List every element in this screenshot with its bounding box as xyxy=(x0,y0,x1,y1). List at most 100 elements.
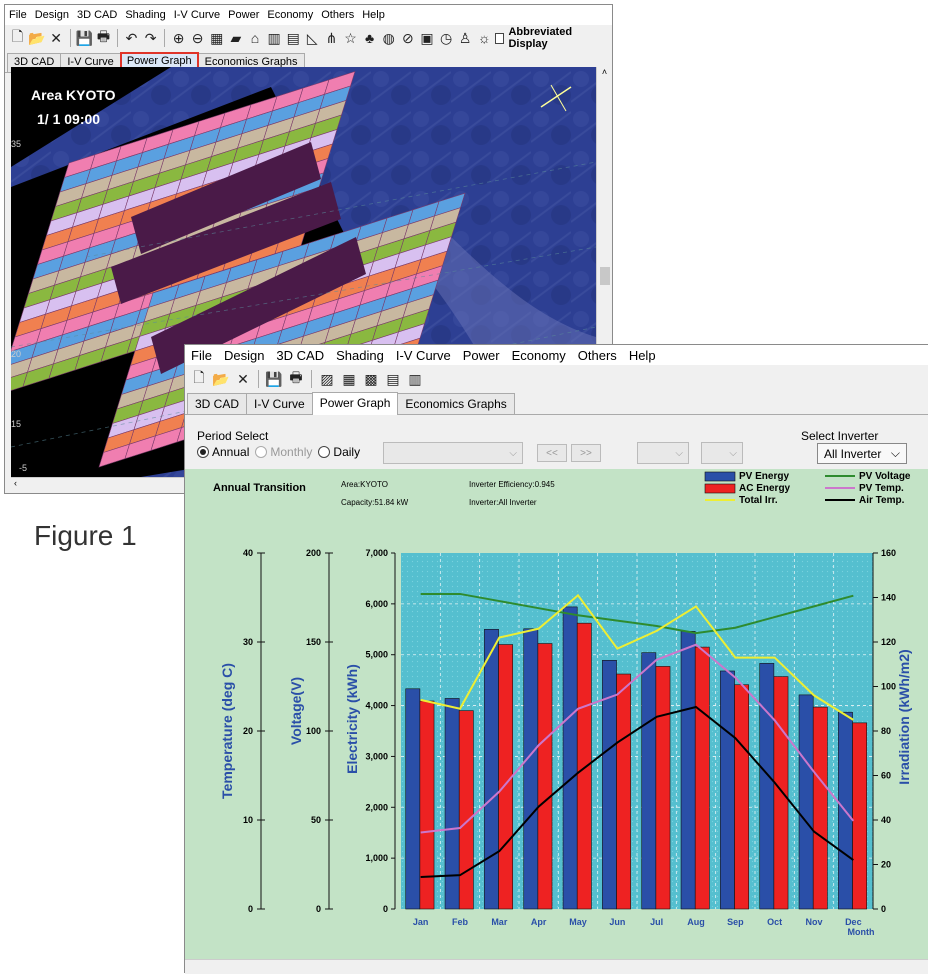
electricity-tick-label: 5,000 xyxy=(365,650,388,660)
chart-icon[interactable]: ▩ xyxy=(364,370,378,387)
status-bar xyxy=(185,959,928,974)
period-controls: Period Select Annual Monthly Daily ⌵ << … xyxy=(185,425,928,465)
electricity-tick-label: 3,000 xyxy=(365,751,388,761)
roof-icon[interactable]: ▰ xyxy=(230,29,242,46)
inverter-select[interactable]: All Inverter ⌵ xyxy=(817,443,907,464)
irradiation-tick-label: 0 xyxy=(881,904,886,914)
print-icon[interactable]: 🖶 xyxy=(96,28,111,44)
menu-item-others[interactable]: Others xyxy=(577,347,617,363)
menu-item-3d-cad[interactable]: 3D CAD xyxy=(76,9,118,21)
tab-strip: 3D CAD I-V Curve Power Graph Economics Grap… xyxy=(185,392,928,415)
radio-annual[interactable]: Annual xyxy=(197,445,249,459)
abbreviated-display-checkbox[interactable]: Abbreviated Display xyxy=(494,26,608,50)
menu-item-file[interactable]: File xyxy=(9,9,27,21)
close-icon[interactable]: ✕ xyxy=(237,370,249,387)
menu-item-power[interactable]: Power xyxy=(228,9,260,21)
menu-item-i-v-curve[interactable]: I-V Curve xyxy=(395,347,451,363)
close-icon[interactable]: ✕ xyxy=(50,29,62,46)
sun-icon[interactable]: ☼ xyxy=(477,30,491,46)
menu-item-economy[interactable]: Economy xyxy=(511,347,566,363)
bar-pv-energy xyxy=(523,628,539,910)
voltage-tick-label: 100 xyxy=(306,726,321,736)
area-label: Area KYOTO xyxy=(31,87,116,103)
voltage-axis-title: Voltage(V) xyxy=(288,677,304,745)
list-icon[interactable]: ▥ xyxy=(408,370,422,387)
clock-icon[interactable]: ◷ xyxy=(439,29,453,46)
tab-power-graph[interactable]: Power Graph xyxy=(311,392,399,415)
radio-dot[interactable] xyxy=(318,446,331,458)
building-icon[interactable]: ⌂ xyxy=(250,30,260,46)
angle-icon[interactable]: ◺ xyxy=(306,29,318,46)
save-icon[interactable]: 💾 xyxy=(75,29,93,46)
tree-icon[interactable]: ♣ xyxy=(365,30,375,46)
line-total-irr- xyxy=(420,593,854,721)
electricity-tick-label: 6,000 xyxy=(365,599,388,609)
house-icon[interactable]: ▥ xyxy=(267,29,281,46)
toolbar-separator xyxy=(69,29,71,47)
tab-i-v-curve[interactable]: I-V Curve xyxy=(246,393,313,414)
bar-pv-energy xyxy=(444,698,460,910)
walk-icon[interactable]: ♙ xyxy=(458,29,472,46)
radio-daily[interactable]: Daily xyxy=(318,445,360,459)
zoom-out-icon[interactable]: ⊖ xyxy=(191,29,204,46)
panel-icon[interactable]: ▦ xyxy=(210,29,224,46)
menu-item-file[interactable]: File xyxy=(191,347,212,363)
tab-3d-cad[interactable]: 3D CAD xyxy=(187,393,248,414)
menu-item-design[interactable]: Design xyxy=(223,347,265,363)
scroll-thumb[interactable] xyxy=(600,267,610,285)
scale-tick: -5 xyxy=(19,463,28,473)
open-folder-icon[interactable]: 📂 xyxy=(28,29,46,46)
picture-icon[interactable]: ▣ xyxy=(420,29,434,46)
month-dropdown[interactable]: ⌵ xyxy=(383,442,523,464)
power-graph-window: File Design 3D CAD Shading I-V Curve Power Eco… xyxy=(184,344,928,974)
redo-icon[interactable]: ↷ xyxy=(144,29,157,46)
menu-item-help[interactable]: Help xyxy=(362,9,385,21)
radio-dot[interactable] xyxy=(255,446,268,458)
bar-ac-energy xyxy=(576,622,592,910)
scroll-up-icon[interactable]: ˄ xyxy=(601,67,608,77)
shadow-icon[interactable]: ⋔ xyxy=(325,29,338,46)
menu-item-3d-cad[interactable]: 3D CAD xyxy=(276,347,325,363)
power-chart-area: 0 1,000 2,000 3,000 4,000 5,000 6,000 7,000 0 50 1… xyxy=(185,469,928,959)
checkbox-box[interactable] xyxy=(494,32,505,44)
x-tick-label: May xyxy=(569,917,587,927)
prev-button[interactable]: << xyxy=(537,444,567,462)
solar-panel-array xyxy=(11,71,466,468)
print-icon[interactable]: 🖶 xyxy=(289,369,303,385)
undo-icon[interactable]: ↶ xyxy=(125,29,138,46)
menu-item-others[interactable]: Others xyxy=(321,9,355,21)
day-dropdown[interactable]: ⌵ xyxy=(637,442,689,464)
menu-item-i-v-curve[interactable]: I-V Curve xyxy=(173,9,221,21)
layer-icon[interactable]: ▤ xyxy=(286,29,300,46)
irradiation-tick-label: 80 xyxy=(881,726,891,736)
compass-icon[interactable]: ⊘ xyxy=(402,29,414,46)
grid-icon[interactable]: ▤ xyxy=(386,370,400,387)
menu-item-shading[interactable]: Shading xyxy=(336,347,384,363)
menu-item-design[interactable]: Design xyxy=(34,9,69,21)
next-button[interactable]: >> xyxy=(571,444,601,462)
menu-item-shading[interactable]: Shading xyxy=(125,9,166,21)
table-icon[interactable]: ▦ xyxy=(342,370,356,387)
save-icon[interactable]: 💾 xyxy=(265,370,283,387)
bar-ac-energy xyxy=(852,722,868,910)
radio-daily-label: Daily xyxy=(333,445,361,459)
graph-export-icon[interactable]: ▨ xyxy=(320,370,334,387)
zoom-in-icon[interactable]: ⊕ xyxy=(172,29,185,46)
menu-item-economy[interactable]: Economy xyxy=(267,9,314,21)
irradiation-tick-label: 20 xyxy=(881,860,891,870)
open-folder-icon[interactable]: 📂 xyxy=(212,370,230,387)
new-file-icon[interactable]: 🗋 xyxy=(193,369,205,385)
globe-icon[interactable]: ◍ xyxy=(382,29,395,46)
info-inverter: Inverter:All Inverter xyxy=(469,498,537,507)
star-icon[interactable]: ☆ xyxy=(344,29,357,46)
hour-dropdown[interactable]: ⌵ xyxy=(701,442,743,464)
radio-monthly[interactable]: Monthly xyxy=(255,445,312,459)
radio-dot[interactable] xyxy=(197,446,209,458)
menu-item-help[interactable]: Help xyxy=(628,347,656,363)
bar-ac-energy xyxy=(734,684,750,910)
tab-economics-graphs[interactable]: Economics Graphs xyxy=(397,393,515,414)
scroll-left-icon[interactable]: ‹ xyxy=(14,478,17,488)
new-file-icon[interactable]: 🗋 xyxy=(11,28,24,44)
menu-item-power[interactable]: Power xyxy=(462,347,500,363)
electricity-tick-label: 0 xyxy=(383,904,388,914)
